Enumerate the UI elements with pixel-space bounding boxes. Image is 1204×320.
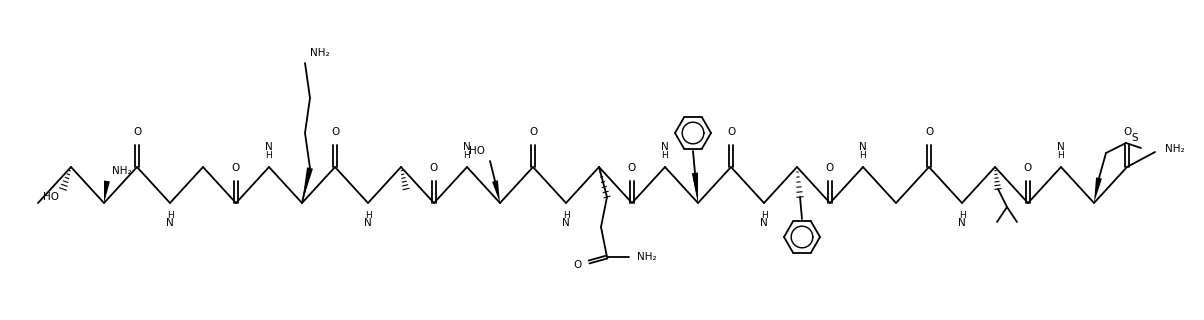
Text: H: H [464, 150, 471, 159]
Polygon shape [104, 180, 110, 203]
Text: HO: HO [43, 192, 59, 202]
Polygon shape [302, 167, 313, 203]
Text: O: O [232, 163, 240, 173]
Text: N: N [958, 218, 966, 228]
Text: N: N [1057, 142, 1064, 152]
Text: H: H [958, 211, 966, 220]
Polygon shape [492, 180, 500, 203]
Text: H: H [266, 150, 272, 159]
Text: O: O [1023, 163, 1032, 173]
Text: H: H [662, 150, 668, 159]
Text: O: O [574, 260, 582, 270]
Text: H: H [860, 150, 867, 159]
Text: O: O [727, 127, 736, 137]
Text: O: O [132, 127, 141, 137]
Text: HO: HO [470, 146, 485, 156]
Text: O: O [826, 163, 834, 173]
Text: O: O [331, 127, 340, 137]
Text: O: O [1123, 127, 1131, 137]
Text: NH₂: NH₂ [112, 166, 131, 176]
Text: O: O [627, 163, 636, 173]
Text: N: N [464, 142, 471, 152]
Text: N: N [166, 218, 173, 228]
Text: O: O [529, 127, 537, 137]
Text: H: H [1057, 150, 1064, 159]
Text: N: N [661, 142, 669, 152]
Text: NH₂: NH₂ [309, 48, 330, 58]
Text: H: H [166, 211, 173, 220]
Text: S: S [1131, 133, 1138, 143]
Text: N: N [562, 218, 569, 228]
Text: N: N [364, 218, 372, 228]
Text: H: H [562, 211, 569, 220]
Text: N: N [860, 142, 867, 152]
Polygon shape [692, 173, 698, 203]
Polygon shape [1094, 177, 1102, 203]
Text: N: N [265, 142, 273, 152]
Text: O: O [430, 163, 438, 173]
Polygon shape [692, 173, 698, 203]
Text: H: H [761, 211, 767, 220]
Text: NH₂: NH₂ [1165, 144, 1185, 154]
Text: NH₂: NH₂ [637, 252, 656, 262]
Text: O: O [925, 127, 933, 137]
Text: H: H [365, 211, 371, 220]
Text: N: N [760, 218, 768, 228]
